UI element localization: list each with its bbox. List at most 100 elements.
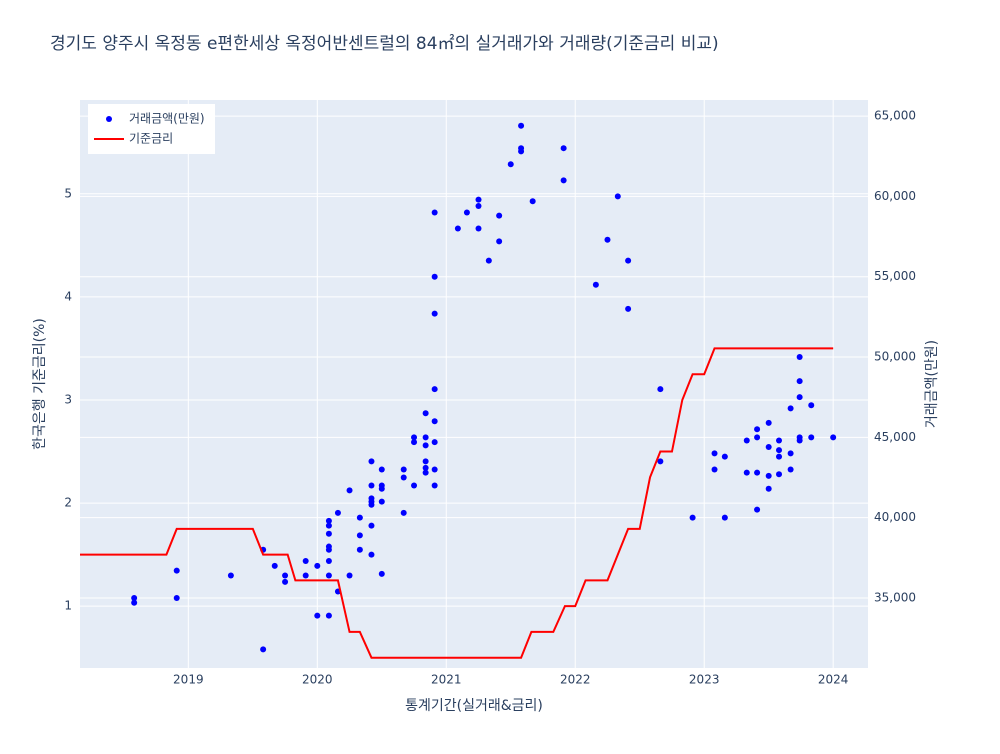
point (325, 558, 332, 565)
point (765, 443, 772, 450)
y2-axis-label: 거래금액(만원) (924, 340, 940, 428)
point (776, 437, 783, 444)
point (830, 434, 837, 441)
point (711, 450, 718, 457)
point (173, 594, 180, 601)
point (776, 471, 783, 478)
legend-marker (106, 116, 112, 122)
point (560, 177, 567, 184)
x-tick-label: 2022 (560, 673, 591, 687)
point (431, 209, 438, 216)
y2-tick-label: 60,000 (874, 189, 916, 203)
point (131, 594, 138, 601)
point (325, 522, 332, 529)
point (592, 281, 599, 288)
legend-label: 기준금리 (129, 132, 173, 146)
point (560, 145, 567, 152)
x-tick-label: 2020 (302, 673, 333, 687)
point (314, 562, 321, 569)
point (743, 469, 750, 476)
y2-tick-label: 35,000 (874, 590, 916, 604)
point (314, 612, 321, 619)
y2-tick-label: 55,000 (874, 269, 916, 283)
point (787, 405, 794, 412)
point (604, 236, 611, 243)
point (496, 238, 503, 245)
point (173, 567, 180, 574)
point (302, 572, 309, 579)
point (765, 472, 772, 479)
rate-line (80, 347, 834, 659)
y2-tick-label: 45,000 (874, 430, 916, 444)
point (657, 458, 664, 465)
point (378, 482, 385, 489)
point (431, 439, 438, 446)
y2-tick-label: 65,000 (874, 109, 916, 123)
y2-tick-label: 40,000 (874, 510, 916, 524)
point (356, 546, 363, 553)
marks (80, 122, 837, 659)
point (776, 453, 783, 460)
point (475, 196, 482, 203)
point (346, 487, 353, 494)
point (796, 354, 803, 361)
point (485, 257, 492, 264)
point (260, 646, 267, 653)
point (368, 522, 375, 529)
point (431, 386, 438, 393)
point (431, 466, 438, 473)
point (625, 257, 632, 264)
point (422, 458, 429, 465)
chart-title: 경기도 양주시 옥정동 e편한세상 옥정어반센트럴의 84㎡의 실거래가와 거래… (50, 34, 719, 54)
legend-label: 거래금액(만원) (129, 112, 205, 126)
point (754, 469, 761, 476)
point (518, 145, 525, 152)
point (431, 482, 438, 489)
point (657, 386, 664, 393)
point (378, 466, 385, 473)
point (614, 193, 621, 200)
point (787, 466, 794, 473)
grid (80, 100, 868, 668)
point (721, 453, 728, 460)
point (431, 310, 438, 317)
point (325, 517, 332, 524)
y-tick-label: 1 (64, 599, 72, 613)
point (475, 203, 482, 210)
point (368, 458, 375, 465)
point (625, 305, 632, 312)
x-axis-label: 통계기간(실거래&금리) (405, 698, 543, 714)
point (356, 514, 363, 521)
x-tick-label: 2019 (173, 673, 204, 687)
point (765, 419, 772, 426)
point (765, 485, 772, 492)
point (754, 434, 761, 441)
point (743, 437, 750, 444)
point (454, 225, 461, 232)
point (796, 434, 803, 441)
y-tick-label: 4 (64, 289, 72, 303)
point (475, 225, 482, 232)
point (282, 578, 289, 585)
point (796, 378, 803, 385)
point (422, 442, 429, 449)
point (271, 562, 278, 569)
x-tick-label: 2024 (818, 673, 849, 687)
point (507, 161, 514, 168)
point (754, 506, 761, 513)
point (463, 209, 470, 216)
point (282, 572, 289, 579)
point (808, 402, 815, 409)
y-axis-label: 한국은행 기준금리(%) (32, 318, 48, 450)
point (411, 482, 418, 489)
point (431, 273, 438, 280)
point (356, 532, 363, 539)
x-tick-label: 2023 (689, 673, 720, 687)
point (796, 394, 803, 401)
point (518, 122, 525, 129)
point (400, 466, 407, 473)
point (808, 434, 815, 441)
point (776, 447, 783, 454)
point (496, 212, 503, 219)
